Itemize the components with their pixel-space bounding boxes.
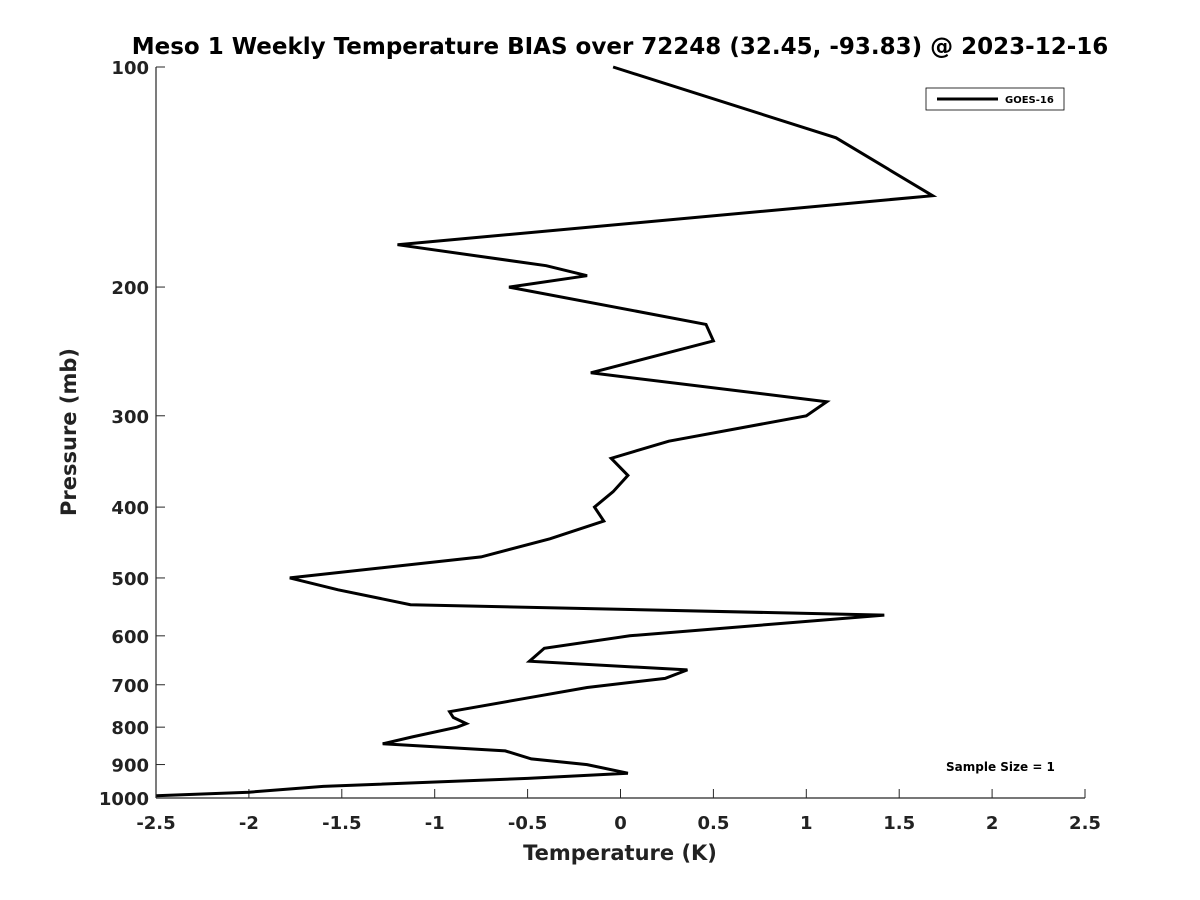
x-tick-label: 1 — [800, 813, 813, 834]
y-ticks: 100 200 300 400 500 600 700 800 900 1000 — [99, 58, 165, 810]
y-tick-label: 500 — [111, 569, 149, 590]
x-tick-label: -2.5 — [136, 813, 175, 834]
x-tick-label: 2.5 — [1069, 813, 1101, 834]
y-tick-label: 800 — [111, 718, 149, 739]
x-ticks: -2.5 -2 -1.5 -1 -0.5 0 0.5 1 1.5 2 2.5 — [136, 789, 1101, 834]
chart-title: Meso 1 Weekly Temperature BIAS over 7224… — [132, 34, 1109, 60]
x-tick-label: -1 — [425, 813, 445, 834]
y-tick-label: 400 — [111, 498, 149, 519]
y-tick-label: 1000 — [99, 789, 149, 810]
y-tick-label: 900 — [111, 756, 149, 777]
plot-frame — [156, 67, 1085, 798]
x-tick-label: -1.5 — [322, 813, 361, 834]
y-tick-label: 200 — [111, 278, 149, 299]
x-tick-label: -2 — [239, 813, 259, 834]
y-tick-label: 700 — [111, 676, 149, 697]
x-tick-label: 0.5 — [697, 813, 729, 834]
y-tick-label: 100 — [111, 58, 149, 79]
x-tick-label: 1.5 — [883, 813, 915, 834]
x-tick-label: 2 — [986, 813, 999, 834]
x-axis-label: Temperature (K) — [523, 841, 717, 865]
x-tick-label: 0 — [614, 813, 627, 834]
legend: GOES-16 — [925, 87, 1065, 111]
legend-label: GOES-16 — [1005, 95, 1054, 106]
y-tick-label: 600 — [111, 627, 149, 648]
series-line-goes16 — [155, 65, 938, 798]
y-axis-label: Pressure (mb) — [57, 348, 81, 516]
y-tick-label: 300 — [111, 407, 149, 428]
sample-size-annotation: Sample Size = 1 — [946, 760, 1055, 774]
x-tick-label: -0.5 — [508, 813, 547, 834]
